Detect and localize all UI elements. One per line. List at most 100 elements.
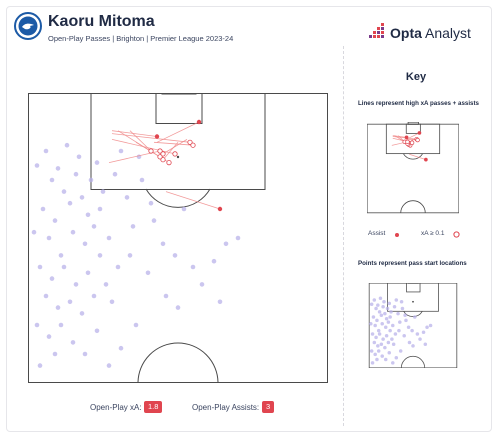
pass-start-point <box>82 351 88 357</box>
key-points-mini-pitch <box>368 283 458 368</box>
pass-start-point <box>79 195 85 200</box>
pass-start-point <box>94 328 100 334</box>
xa-marker <box>148 148 154 154</box>
pass-start-point <box>175 305 181 310</box>
pass-start-point <box>109 299 115 305</box>
pass-start-point <box>377 332 382 336</box>
pass-start-point <box>85 212 91 218</box>
xa-marker <box>190 142 196 148</box>
pass-start-point <box>381 337 385 341</box>
high-xa-pass-line <box>156 121 200 143</box>
pass-start-point <box>85 270 91 276</box>
pass-start-point <box>399 299 404 304</box>
pass-start-point <box>413 315 417 319</box>
pass-start-point <box>97 206 103 212</box>
high-xa-pass-line <box>135 141 161 158</box>
pass-start-point <box>373 323 377 328</box>
pass-start-point <box>375 318 379 323</box>
pass-start-point <box>372 298 377 302</box>
xa-stat-value: 1.8 <box>144 401 163 413</box>
pass-start-point <box>43 293 49 299</box>
pass-start-point <box>61 189 67 194</box>
pass-start-point <box>91 293 97 299</box>
high-xa-pass-line <box>165 191 221 210</box>
pass-start-point <box>64 142 70 148</box>
pass-start-point <box>118 345 124 351</box>
pass-start-point <box>58 253 64 258</box>
chart-header: Kaoru Mitoma Open-Play Passes | Brighton… <box>14 12 334 52</box>
pass-start-point <box>55 305 61 310</box>
pass-start-point <box>421 330 426 335</box>
pass-start-point <box>40 206 46 212</box>
pass-start-point <box>73 171 79 177</box>
xa-marker <box>409 140 415 145</box>
pass-start-point <box>423 342 428 346</box>
pass-start-point <box>391 361 395 365</box>
pass-start-point <box>389 310 393 314</box>
pass-start-point <box>386 340 391 345</box>
pass-start-point <box>383 311 387 316</box>
xa-marker <box>415 137 420 143</box>
pass-start-point <box>46 235 52 241</box>
high-xa-pass-line <box>153 141 194 146</box>
pass-start-point <box>392 305 397 309</box>
pass-start-point <box>190 264 196 270</box>
chart-subtitle: Open-Play Passes | Brighton | Premier Le… <box>48 34 234 43</box>
pass-start-point <box>376 344 380 348</box>
pass-start-point <box>369 302 374 307</box>
key-xa-label: xA ≥ 0.1 <box>421 230 445 237</box>
goal <box>161 93 197 95</box>
pass-start-point <box>37 264 43 270</box>
penalty-arc <box>402 153 424 160</box>
pass-start-point <box>406 325 411 329</box>
pass-start-point <box>410 328 414 333</box>
opta-dots-logo-icon <box>369 23 384 38</box>
xa-marker <box>160 157 166 163</box>
pass-start-point <box>67 200 73 206</box>
pass-start-point <box>34 163 40 168</box>
pass-start-point <box>139 177 145 183</box>
pass-start-point <box>398 349 403 353</box>
pass-start-point <box>151 218 157 223</box>
key-lines-mini-pitch <box>367 122 459 214</box>
pass-start-point <box>398 320 402 324</box>
pass-start-point <box>376 328 381 333</box>
pass-start-point <box>97 253 103 258</box>
pass-start-point <box>34 322 40 328</box>
pass-start-point <box>386 320 391 324</box>
pass-start-point <box>415 332 420 336</box>
high-xa-pass-line <box>409 153 426 160</box>
brighton-crest-icon <box>14 12 42 40</box>
pass-start-point <box>411 344 415 348</box>
pass-start-point <box>378 296 383 301</box>
pass-start-point <box>115 264 121 270</box>
pass-start-point <box>70 229 76 235</box>
pass-start-point <box>384 316 389 321</box>
pass-start-point <box>55 166 61 171</box>
pass-start-point <box>223 241 229 247</box>
pass-start-point <box>124 195 130 200</box>
pitch-outline <box>367 123 459 214</box>
pass-start-point <box>379 342 384 346</box>
assist-marker <box>424 157 428 162</box>
six-yard-box <box>406 283 421 293</box>
pass-start-point <box>67 299 73 305</box>
opta-analyst-logo: Opta Analyst <box>368 22 478 46</box>
pass-start-point <box>407 340 412 345</box>
pass-start-point <box>396 311 400 316</box>
pass-start-point <box>91 224 97 229</box>
pass-start-point <box>61 264 67 270</box>
pass-start-point <box>425 325 429 329</box>
penalty-spot <box>412 300 414 303</box>
assist-marker-icon <box>395 233 399 237</box>
pass-start-point <box>94 160 100 165</box>
pass-start-point <box>397 328 401 333</box>
key-points-note: Points represent pass start locations <box>358 260 467 267</box>
pass-start-point <box>390 337 394 341</box>
pass-start-point <box>52 351 58 357</box>
xa-stat-label: Open-Play xA: <box>90 403 142 412</box>
pass-start-point <box>145 270 151 276</box>
pass-start-point <box>382 299 386 304</box>
pass-start-point <box>100 189 106 194</box>
xa-marker <box>166 160 172 166</box>
